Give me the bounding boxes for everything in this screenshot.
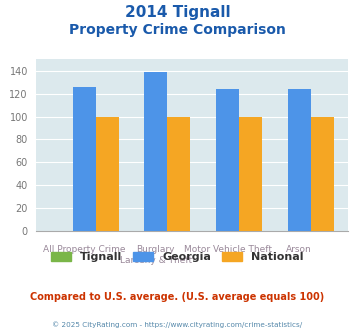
Text: Motor Vehicle Theft: Motor Vehicle Theft xyxy=(184,245,272,254)
Bar xyxy=(144,72,167,231)
Text: © 2025 CityRating.com - https://www.cityrating.com/crime-statistics/: © 2025 CityRating.com - https://www.city… xyxy=(53,322,302,328)
Legend: Tignall, Georgia, National: Tignall, Georgia, National xyxy=(47,248,308,267)
Bar xyxy=(95,116,119,231)
Text: Larceny & Theft: Larceny & Theft xyxy=(120,256,192,265)
Bar xyxy=(288,89,311,231)
Text: Burglary: Burglary xyxy=(137,245,175,254)
Bar xyxy=(167,116,190,231)
Bar xyxy=(216,89,239,231)
Text: All Property Crime: All Property Crime xyxy=(43,245,125,254)
Bar xyxy=(73,87,95,231)
Text: Arson: Arson xyxy=(286,245,312,254)
Text: Compared to U.S. average. (U.S. average equals 100): Compared to U.S. average. (U.S. average … xyxy=(31,292,324,302)
Text: Property Crime Comparison: Property Crime Comparison xyxy=(69,23,286,37)
Bar xyxy=(311,116,334,231)
Bar xyxy=(239,116,262,231)
Text: 2014 Tignall: 2014 Tignall xyxy=(125,5,230,20)
